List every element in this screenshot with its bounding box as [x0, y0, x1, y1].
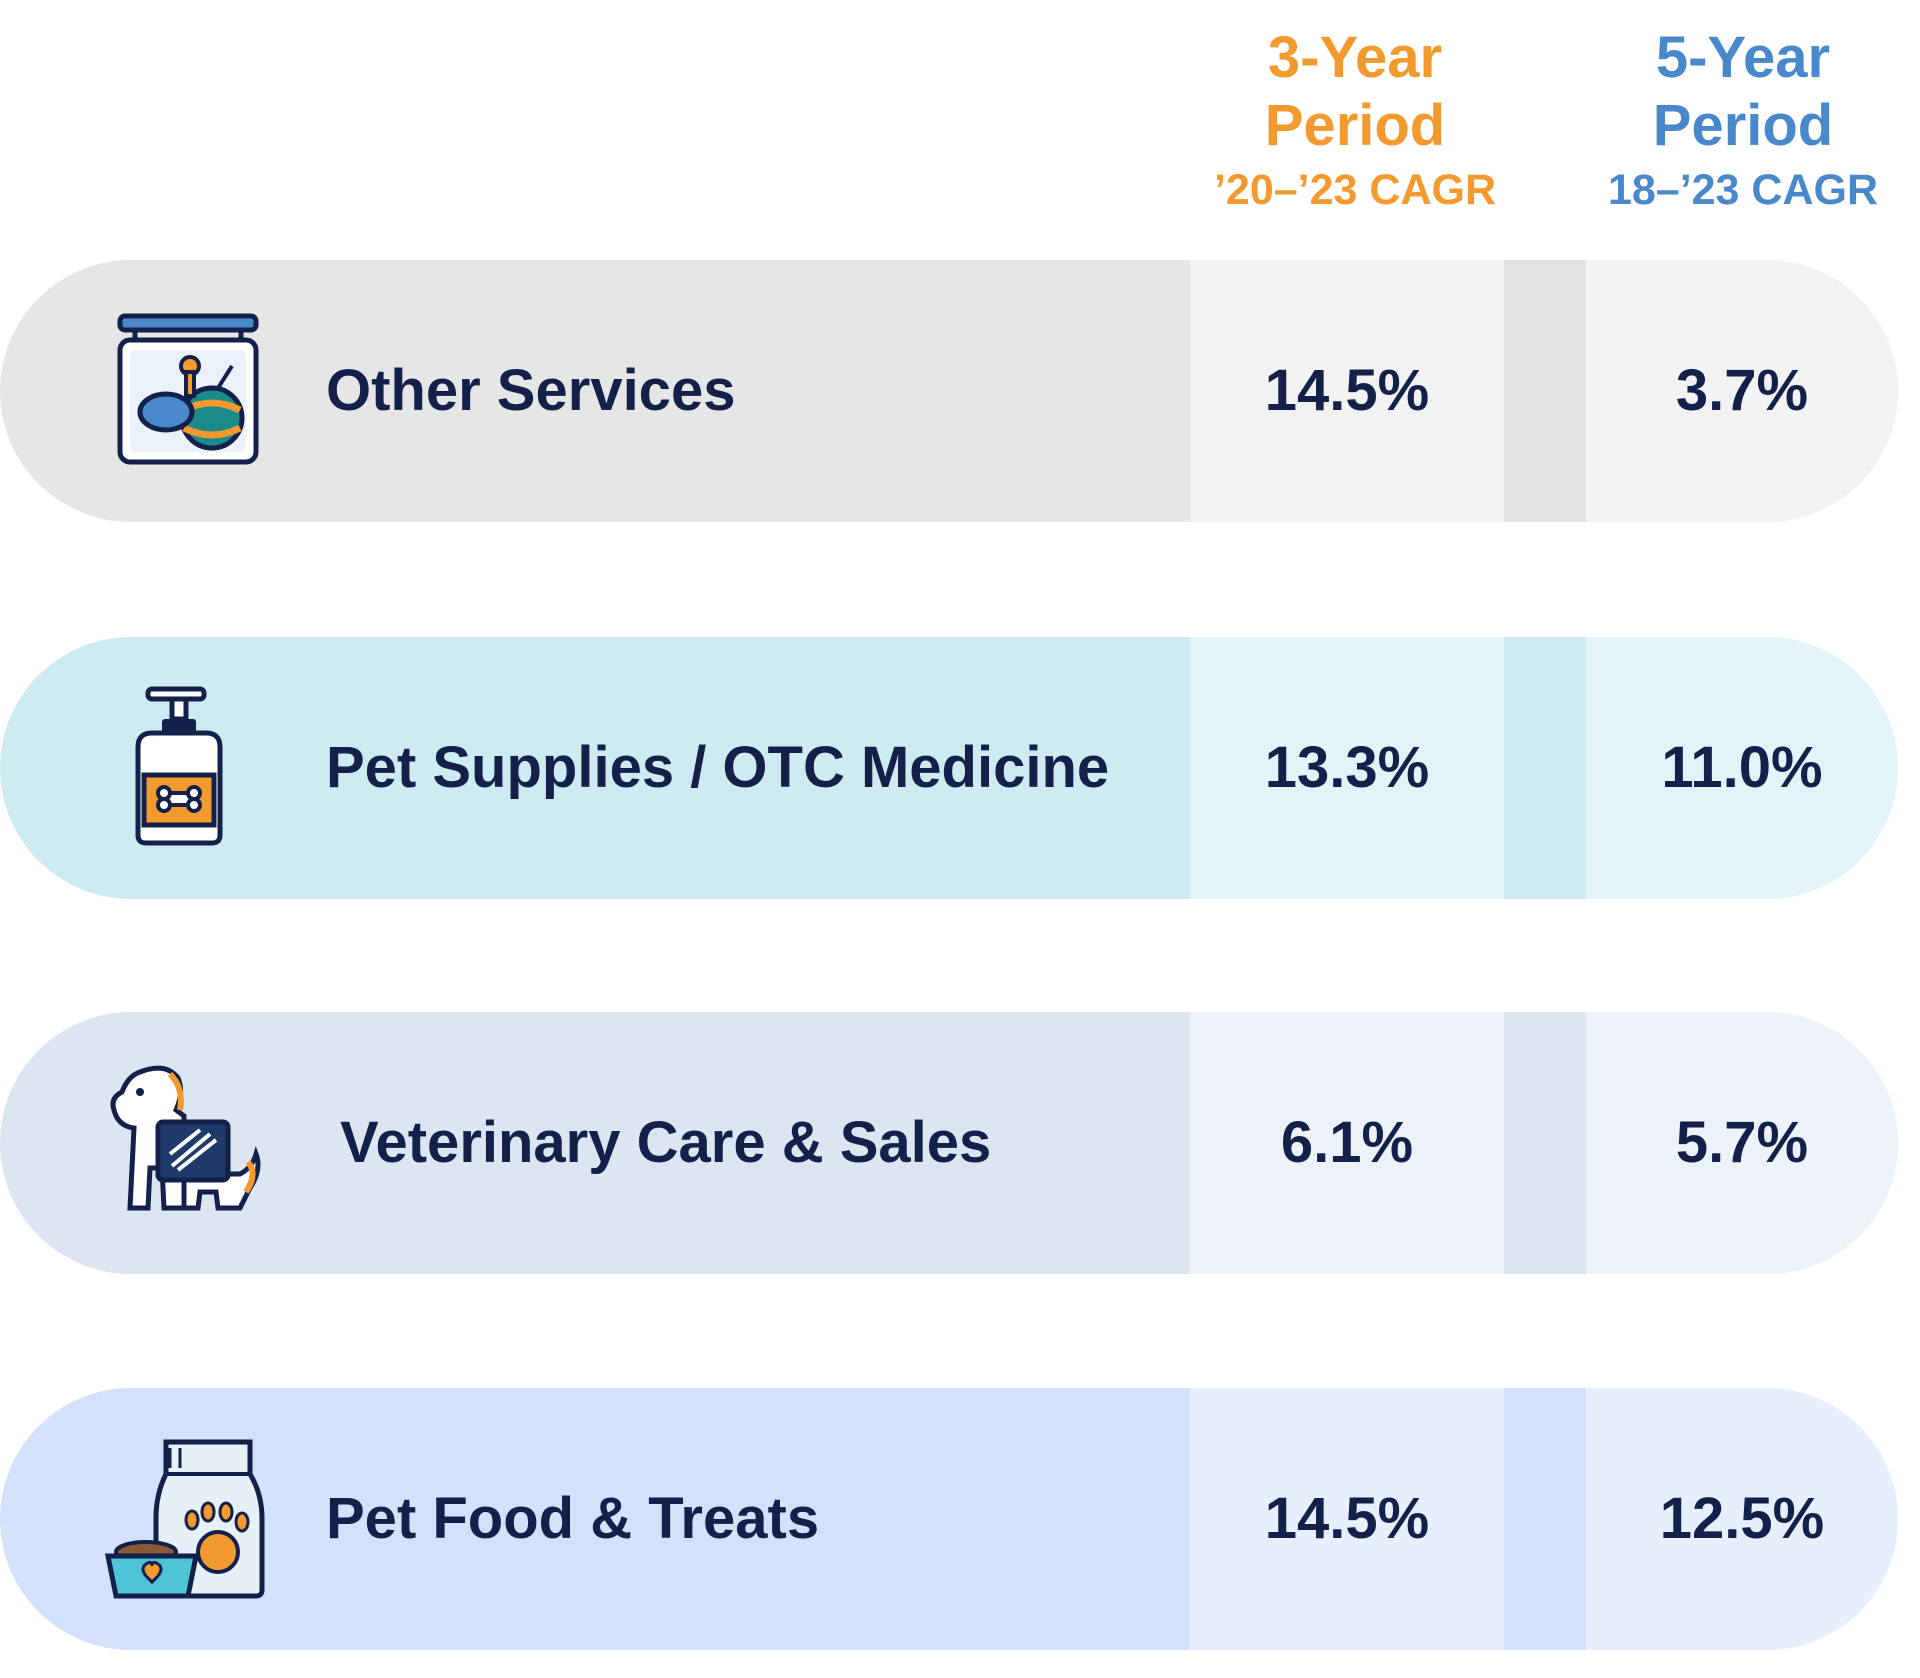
- three-year-value: 14.5%: [1264, 358, 1430, 423]
- three-year-value: 13.3%: [1264, 735, 1430, 800]
- three-year-value: 6.1%: [1280, 1110, 1414, 1175]
- pet-toy-sign-icon: [100, 306, 270, 476]
- row-label: Pet Supplies / OTC Medicine: [326, 735, 1110, 800]
- five-year-value: 11.0%: [1661, 735, 1823, 800]
- three-year-band: [1190, 637, 1504, 899]
- band-gap: [1504, 1388, 1586, 1650]
- dog-xray-icon: [100, 1058, 270, 1228]
- five-year-band: [1586, 1388, 1898, 1650]
- five-year-header-sub: 18–’23 CAGR: [1607, 166, 1879, 214]
- three-year-header: 3-Year Period ’20–’23 CAGR: [1190, 24, 1520, 216]
- row-other-services: Other Services 14.5% 3.7%: [0, 260, 1898, 522]
- three-year-value: 14.5%: [1264, 1486, 1430, 1551]
- five-year-band: [1586, 260, 1898, 522]
- band-gap: [1504, 637, 1586, 899]
- five-year-header: 5-Year Period 18–’23 CAGR: [1578, 24, 1908, 216]
- three-year-header-sub: ’20–’23 CAGR: [1213, 166, 1497, 214]
- row-label: Pet Food & Treats: [326, 1486, 820, 1551]
- band-gap: [1504, 260, 1586, 522]
- row-label: Veterinary Care & Sales: [340, 1110, 992, 1175]
- five-year-value: 12.5%: [1659, 1486, 1825, 1551]
- band-gap: [1504, 1012, 1586, 1274]
- pet-food-bag-icon: [100, 1434, 270, 1604]
- three-year-band: [1190, 260, 1504, 522]
- five-year-header-line1: 5-Year: [1655, 25, 1831, 90]
- five-year-header-line2: Period: [1652, 93, 1834, 158]
- row-pet-supplies: Pet Supplies / OTC Medicine 13.3% 11.0%: [0, 637, 1898, 899]
- row-pet-food: Pet Food & Treats 14.5% 12.5%: [0, 1388, 1898, 1650]
- five-year-value: 3.7%: [1675, 358, 1809, 423]
- row-veterinary-care: Veterinary Care & Sales 6.1% 5.7%: [0, 1012, 1898, 1274]
- row-label: Other Services: [326, 358, 736, 423]
- three-year-header-line2: Period: [1264, 93, 1446, 158]
- three-year-band: [1190, 1012, 1504, 1274]
- five-year-band: [1586, 1012, 1898, 1274]
- five-year-band: [1586, 637, 1898, 899]
- pet-shampoo-bottle-icon: [100, 683, 270, 853]
- three-year-header-line1: 3-Year: [1267, 25, 1443, 90]
- three-year-band: [1190, 1388, 1504, 1650]
- five-year-value: 5.7%: [1675, 1110, 1809, 1175]
